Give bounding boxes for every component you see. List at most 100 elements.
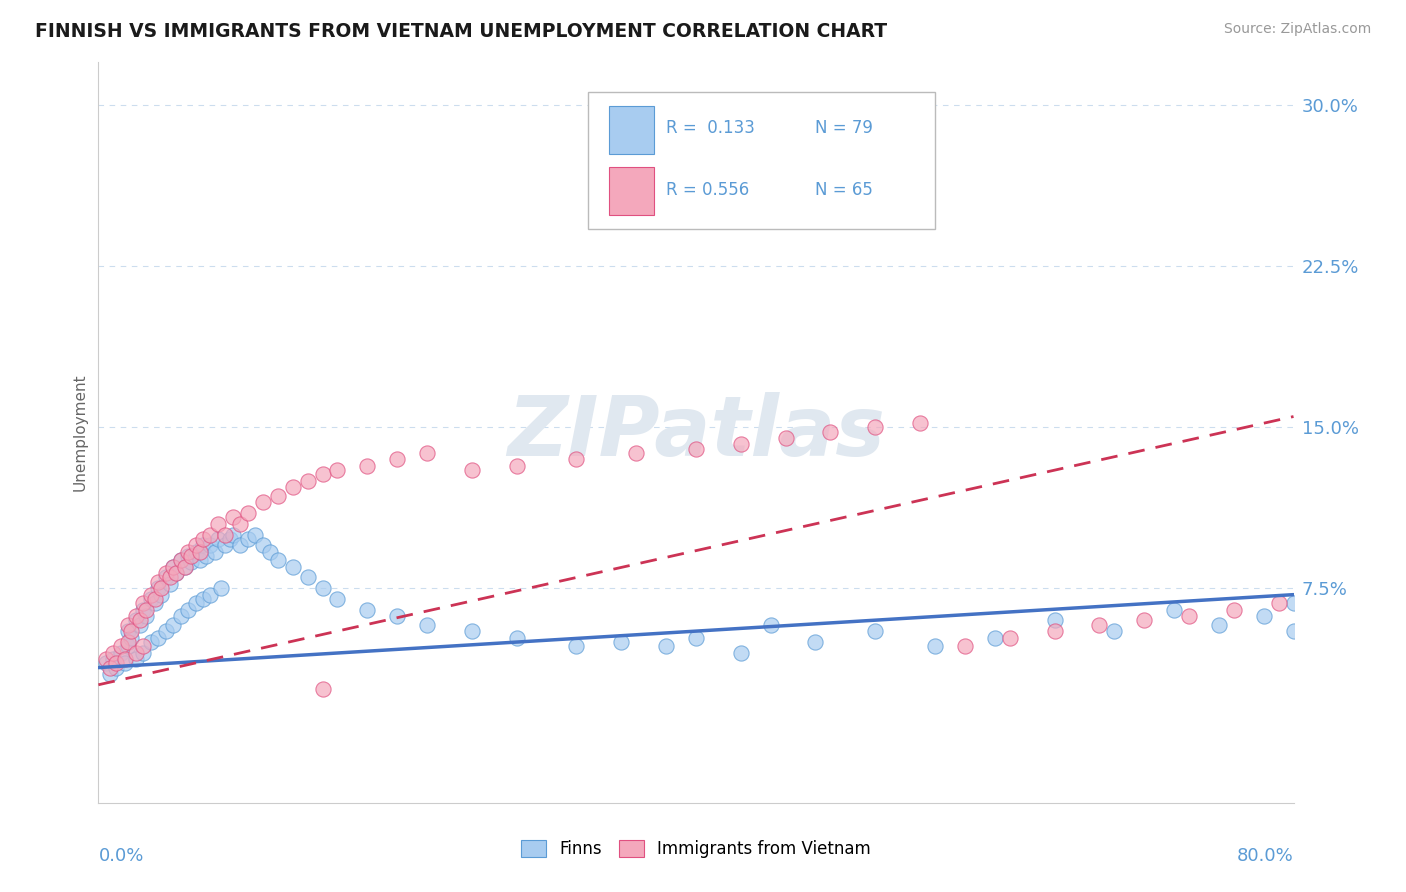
- Point: [174, 559, 197, 574]
- Point: [506, 631, 529, 645]
- Point: [125, 614, 148, 628]
- Point: [209, 581, 232, 595]
- Point: [1282, 624, 1305, 639]
- Point: [98, 667, 122, 681]
- Point: [150, 581, 173, 595]
- Point: [1178, 609, 1201, 624]
- Point: [259, 545, 281, 559]
- Point: [1133, 614, 1156, 628]
- Point: [125, 609, 148, 624]
- Point: [165, 566, 187, 581]
- Point: [188, 545, 211, 559]
- Point: [117, 617, 139, 632]
- Point: [204, 545, 226, 559]
- Point: [214, 527, 236, 541]
- Point: [245, 527, 267, 541]
- Point: [865, 420, 887, 434]
- Point: [103, 646, 125, 660]
- Point: [1043, 614, 1066, 628]
- Point: [200, 588, 222, 602]
- Point: [110, 646, 132, 660]
- Point: [135, 602, 157, 616]
- Point: [1104, 624, 1126, 639]
- Point: [200, 527, 222, 541]
- Point: [229, 538, 252, 552]
- Point: [626, 446, 648, 460]
- Point: [162, 617, 184, 632]
- Point: [311, 467, 333, 482]
- Point: [188, 553, 211, 567]
- Point: [297, 474, 319, 488]
- FancyBboxPatch shape: [609, 167, 654, 215]
- Point: [117, 624, 139, 639]
- Point: [311, 681, 333, 696]
- Point: [155, 566, 177, 581]
- Point: [565, 639, 588, 653]
- Point: [236, 506, 259, 520]
- Point: [200, 538, 222, 552]
- Point: [143, 596, 166, 610]
- Point: [129, 617, 152, 632]
- Point: [236, 532, 259, 546]
- Point: [222, 510, 245, 524]
- Point: [326, 591, 349, 606]
- Point: [297, 570, 319, 584]
- Point: [159, 570, 181, 584]
- Point: [184, 538, 207, 552]
- Point: [506, 458, 529, 473]
- Point: [120, 624, 142, 639]
- Point: [1282, 596, 1305, 610]
- Point: [416, 446, 439, 460]
- Point: [125, 652, 148, 666]
- Point: [820, 425, 842, 439]
- Point: [165, 566, 187, 581]
- Point: [114, 652, 136, 666]
- Point: [461, 463, 484, 477]
- Point: [117, 635, 139, 649]
- Text: N = 65: N = 65: [815, 181, 873, 199]
- Point: [385, 452, 409, 467]
- Point: [356, 458, 378, 473]
- Point: [326, 463, 349, 477]
- Legend: Finns, Immigrants from Vietnam: Finns, Immigrants from Vietnam: [515, 833, 877, 865]
- Point: [461, 624, 484, 639]
- Point: [356, 602, 378, 616]
- Point: [103, 652, 125, 666]
- Point: [143, 591, 166, 606]
- Point: [155, 624, 177, 639]
- Point: [311, 581, 333, 595]
- Point: [162, 559, 184, 574]
- Point: [252, 538, 274, 552]
- Point: [610, 635, 633, 649]
- Point: [135, 609, 157, 624]
- Point: [865, 624, 887, 639]
- Point: [730, 646, 752, 660]
- Point: [195, 549, 218, 563]
- Point: [139, 591, 162, 606]
- Text: R = 0.556: R = 0.556: [666, 181, 749, 199]
- Point: [177, 549, 200, 563]
- Point: [207, 532, 229, 546]
- Point: [159, 577, 181, 591]
- Point: [207, 516, 229, 531]
- Point: [252, 495, 274, 509]
- Point: [1208, 617, 1230, 632]
- Point: [129, 614, 152, 628]
- Text: R =  0.133: R = 0.133: [666, 119, 755, 137]
- Point: [155, 570, 177, 584]
- Point: [184, 596, 207, 610]
- Point: [105, 657, 128, 671]
- Point: [120, 631, 142, 645]
- Text: FINNISH VS IMMIGRANTS FROM VIETNAM UNEMPLOYMENT CORRELATION CHART: FINNISH VS IMMIGRANTS FROM VIETNAM UNEMP…: [35, 22, 887, 41]
- Point: [169, 553, 191, 567]
- Point: [214, 538, 236, 552]
- Text: 80.0%: 80.0%: [1237, 847, 1294, 865]
- Point: [184, 545, 207, 559]
- Point: [610, 184, 633, 198]
- Point: [998, 631, 1021, 645]
- Point: [229, 516, 252, 531]
- Point: [169, 609, 191, 624]
- Point: [94, 652, 117, 666]
- Point: [1267, 596, 1289, 610]
- Point: [132, 602, 155, 616]
